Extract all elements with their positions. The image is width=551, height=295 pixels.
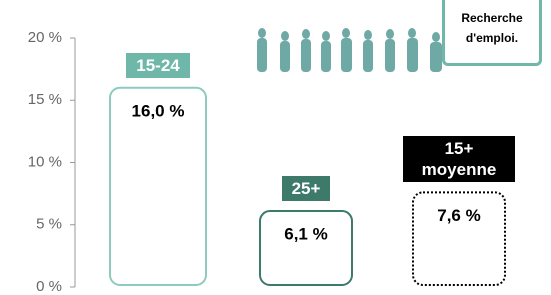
category-label-box: 25+ <box>241 176 371 201</box>
bar <box>260 211 352 285</box>
y-tick-label: 15 % <box>28 91 62 108</box>
category-label: 15-24 <box>126 53 189 78</box>
category-label-box: 15-24 <box>93 53 223 78</box>
y-tick-label: 0 % <box>36 278 62 295</box>
chart: 0 % 5 % 10 % 15 % 20 % 16,0 % 6,1 % 7,6 % Reche… <box>0 0 551 295</box>
annotation: Recherche d'emploi. <box>442 0 542 66</box>
y-tick-label: 20 % <box>28 29 62 46</box>
y-tick-label: 10 % <box>28 153 62 170</box>
value-label: 7,6 % <box>437 206 480 225</box>
y-tick-label: 5 % <box>36 216 62 233</box>
people-illustration <box>257 28 442 72</box>
category-label: 25+ <box>282 176 331 201</box>
category-label: 15+ moyenne <box>403 136 515 182</box>
value-label: 16,0 % <box>132 101 185 120</box>
value-label: 6,1 % <box>284 225 327 244</box>
category-label-box: 15+ moyenne <box>394 136 524 182</box>
